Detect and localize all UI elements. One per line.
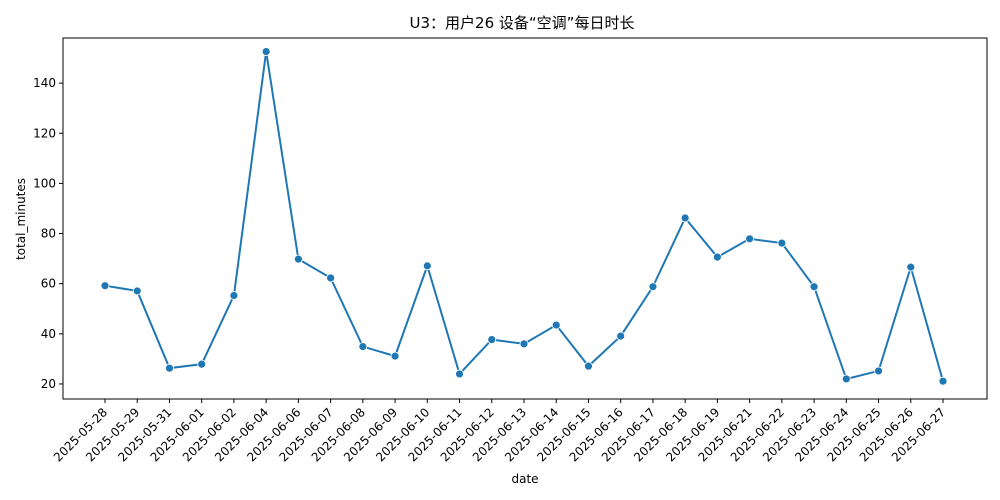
y-tick-label: 40: [41, 327, 56, 341]
data-point: [874, 366, 883, 376]
x-axis: 2025-05-282025-05-292025-05-312025-06-01…: [51, 399, 948, 464]
y-tick-label: 80: [41, 227, 56, 241]
data-point: [809, 282, 819, 292]
data-point: [712, 252, 722, 262]
data-point: [455, 369, 464, 379]
data-point: [906, 262, 916, 272]
data-point: [100, 281, 110, 291]
data-point: [680, 213, 690, 223]
y-tick-label: 120: [33, 126, 56, 140]
chart-title: U3：用户26 设备“空调”每日时长: [410, 14, 635, 32]
data-point: [293, 254, 303, 264]
data-point: [132, 286, 142, 296]
y-tick-label: 60: [41, 277, 56, 291]
data-point: [745, 234, 755, 244]
data-point: [841, 374, 851, 384]
y-axis: 20 40 60 80 100 120 140: [33, 76, 63, 391]
y-tick-label: 140: [33, 76, 56, 90]
y-axis-label: total_minutes: [14, 178, 28, 260]
data-point: [616, 331, 626, 341]
data-point: [938, 376, 948, 386]
data-point: [422, 261, 432, 271]
data-point: [261, 47, 271, 56]
plot-area: [62, 37, 988, 400]
data-point: [584, 361, 593, 371]
y-tick-label: 100: [33, 176, 56, 190]
data-point: [390, 351, 400, 361]
data-point: [648, 282, 658, 292]
series-line: [104, 51, 944, 382]
data-point: [777, 238, 787, 248]
data-point: [358, 342, 368, 352]
data-point: [326, 273, 336, 283]
data-point: [229, 291, 239, 300]
data-point: [165, 363, 174, 373]
x-axis-label: date: [511, 472, 538, 486]
data-point: [487, 335, 497, 344]
series-layer: [100, 47, 948, 386]
data-point: [551, 320, 561, 330]
data-point: [197, 359, 207, 369]
y-tick-label: 20: [41, 377, 56, 391]
data-point: [519, 339, 529, 349]
